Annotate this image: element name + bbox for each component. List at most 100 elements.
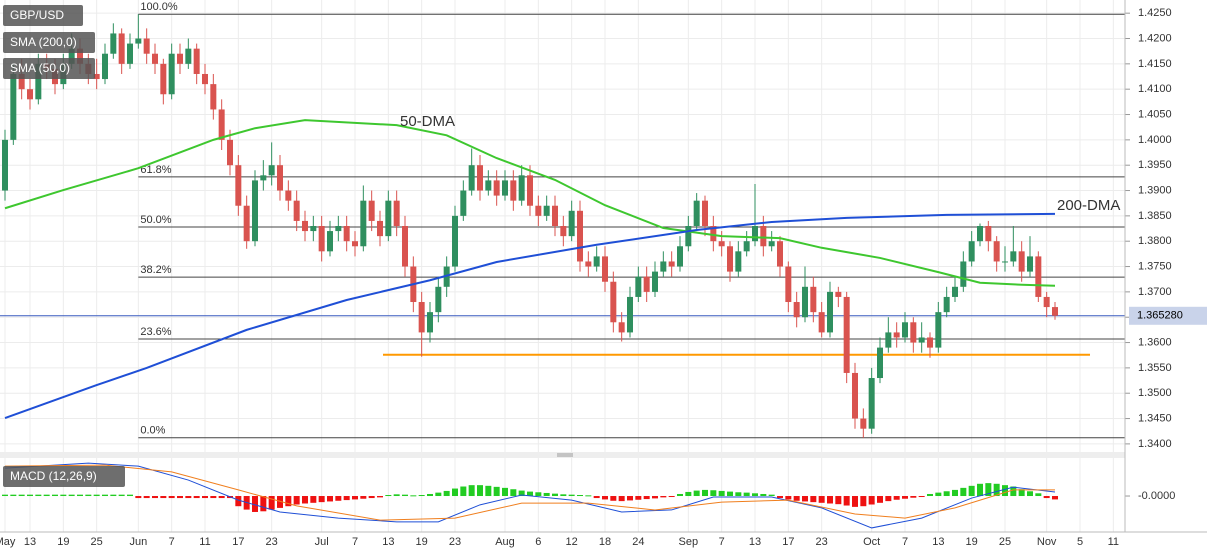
macd-histogram-bar [43,494,50,497]
candle-body [18,73,25,90]
macd-histogram-bar [910,496,917,498]
candle-body [618,322,625,333]
macd-histogram-bar [618,496,625,502]
candle-body [752,226,758,242]
macd-histogram-bar [827,496,833,504]
candle-body [568,210,575,237]
fib-label: 23.6% [140,326,171,338]
line [4,462,1056,529]
candle-body [27,89,33,100]
macd-histogram-bar [710,490,717,497]
candle-body [527,175,533,206]
candle-body [593,256,600,267]
candle-body [335,226,342,232]
macd-histogram-bar [585,495,592,497]
macd-histogram-bar [260,496,267,512]
candle-body [135,38,142,44]
macd-histogram-bar [627,496,633,501]
macd-histogram-bar [160,496,167,499]
candle-body [668,261,675,267]
candle-body [1035,256,1042,297]
annotation-200dma: 200-DMA [1057,197,1120,214]
macd-histogram-bar [102,494,108,497]
macd-histogram-bar [935,492,942,497]
macd-histogram-bar [318,496,325,503]
macd-histogram-bar [927,493,933,497]
candle-body [285,190,292,201]
macd-histogram-bar [1043,496,1050,499]
y-tick-label: 1.3500 [1138,387,1172,399]
candle-body [252,180,258,242]
y-tick-label: 1.4150 [1138,58,1172,70]
candle-body [227,139,233,166]
candle-body [35,63,42,100]
macd-histogram-bar [27,494,33,497]
macd-histogram-bar [893,496,900,500]
macd-histogram-bar [693,490,700,497]
macd-histogram-bar [752,493,758,497]
macd-histogram-bar [368,496,375,499]
annotation-50dma: 50-DMA [400,113,455,130]
macd-histogram-bar [435,492,442,497]
macd-histogram-bar [293,496,300,505]
x-tick-label: 25 [91,536,103,548]
y-tick-label: 1.4100 [1138,83,1172,95]
y-tick-label: 1.3900 [1138,184,1172,196]
candle-body [818,312,825,333]
candle-body [268,165,275,176]
candle-body [693,200,700,226]
macd-histogram-bar [118,494,125,497]
candle-body [627,296,633,333]
macd-histogram-bar [960,487,967,497]
candle-body [485,180,492,191]
candle-body [677,246,683,267]
macd-histogram-bar [360,496,367,499]
x-tick-label: 24 [632,536,644,548]
candle-body [452,215,458,267]
candle-body [893,332,900,338]
macd-histogram-bar [418,495,425,497]
legend-sma200: SMA (200,0) [10,35,77,49]
x-tick-label: 19 [57,536,69,548]
candle-body [777,241,783,267]
candle-body [1010,251,1017,262]
candle-body [968,241,975,262]
macd-histogram-bar [310,496,317,503]
pane-separator [0,452,1125,458]
macd-histogram-bar [943,491,950,497]
candle-body [877,347,883,379]
macd-histogram-bar [952,489,958,497]
candle-body [885,332,892,348]
candle-body [118,33,125,64]
candle-body [510,180,517,201]
macd-histogram-bar [718,490,725,497]
candle-body [985,226,992,242]
x-tick-label: 13 [749,536,761,548]
candle-body [835,291,842,297]
x-tick-label: Aug [495,536,515,548]
macd-histogram-bar [277,496,283,508]
x-tick-label: 11 [199,536,210,548]
candle-body [368,200,375,221]
candle-body [977,226,983,242]
macd-histogram-bar [218,496,225,499]
candle-body [260,175,267,181]
candle-body [602,256,608,282]
macd-histogram-bar [327,496,333,502]
x-tick-label: 19 [416,536,428,548]
macd-histogram-bar [335,496,342,501]
candle-body [793,302,800,318]
x-tick-label: May [0,536,16,548]
macd-histogram-bar [127,494,133,497]
candle-body [860,418,867,429]
candle-body [610,281,617,323]
y-tick-label: 1.3750 [1138,260,1172,272]
macd-histogram-bar [210,496,217,499]
candle-body [993,241,1000,262]
candle-body [502,180,508,196]
y-tick-label: 1.3550 [1138,362,1172,374]
macd-histogram-bar [460,486,467,497]
macd-histogram-bar [502,487,508,497]
macd-histogram-bar [410,495,417,497]
macd-histogram-bar [727,491,733,497]
